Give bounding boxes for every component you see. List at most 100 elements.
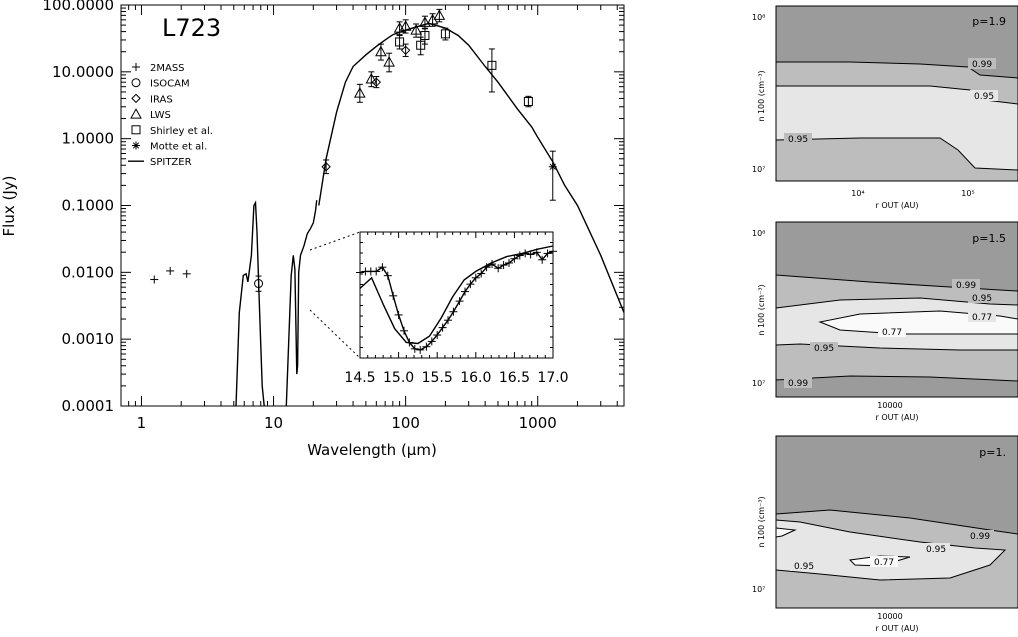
contour-label-bg (810, 342, 838, 353)
legend-label: Shirley et al. (150, 126, 213, 137)
y-tick-label: 0.0100 (62, 263, 115, 281)
marker-plus (471, 273, 480, 282)
marker-shape (487, 60, 497, 70)
legend-label: LWS (150, 110, 171, 121)
marker-shape (131, 78, 141, 88)
marker-square (395, 37, 405, 47)
inset-x-tick-label: 16.0 (460, 370, 491, 386)
x-tick-label: 10000 (877, 612, 902, 621)
x-tick-label: 1000 (519, 414, 557, 432)
contour-frame (775, 221, 1018, 398)
x-tick-label: 100 (391, 414, 420, 432)
inset-data-points (356, 247, 557, 354)
inset-axis-ticks (359, 231, 554, 359)
contour-label-bg (784, 133, 812, 144)
marker-shape (131, 93, 141, 104)
marker-shape (371, 77, 382, 87)
marker-plus (383, 271, 392, 280)
contour-label: 0.77 (882, 328, 902, 338)
contour-label: 0.77 (874, 558, 894, 568)
contour-label: 0.99 (956, 281, 976, 291)
sed-curve (235, 200, 265, 407)
inset-x-tick-label: 15.0 (383, 370, 414, 386)
marker-triangle (130, 108, 142, 119)
marker-plus (455, 297, 464, 306)
marker-plus (444, 316, 453, 325)
marker-triangle (383, 56, 395, 67)
sed-plot: 100.0000 10.0000 1.0000 0.1000 0.0100 0.0010 0… (0, 0, 625, 459)
marker-plus (400, 326, 409, 335)
marker-plus (504, 258, 513, 267)
contour-panel-p15: 0.99 0.95 0.77 0.77 0.95 0.99 p=1.5 10⁸ … (752, 221, 1018, 422)
contour-label-bg (968, 292, 996, 303)
legend-item: SPITZER (128, 157, 192, 168)
marker-triangle (353, 87, 366, 98)
contour-line-099-lower (775, 375, 1018, 382)
contour-label: 0.77 (972, 313, 992, 323)
inset-x-tick-label: 14.5 (344, 370, 375, 386)
contour-label-bg (878, 326, 906, 337)
y-tick-label: 0.1000 (62, 197, 115, 215)
contour-panel-p1: 0.99 0.95 0.77 0.95 p=1. 10⁷ 10000 r OUT… (752, 435, 1018, 633)
marker-shape (375, 45, 387, 57)
contour-region-095 (776, 520, 1005, 580)
marker-diamond (321, 162, 331, 172)
contour-line-099 (775, 509, 1018, 535)
y-tick-label: 0.0010 (62, 330, 115, 348)
marker-plus (460, 287, 469, 296)
y-tick-label: 1.0000 (62, 130, 115, 148)
marker-plus (356, 268, 364, 277)
inset-x-tick-labels: 14.5 15.0 15.5 16.0 16.5 17.0 (344, 370, 568, 386)
marker-plus (378, 263, 387, 272)
y-tick-label: 0.0001 (62, 397, 115, 415)
marker-shape (410, 24, 422, 35)
x-tick-label: 10000 (877, 401, 902, 410)
marker-square (440, 29, 450, 39)
main-x-axis-label: Wavelength (μm) (307, 441, 437, 459)
marker-plus (449, 307, 458, 316)
inset-x-tick-label: 16.5 (499, 370, 530, 386)
marker-triangle (375, 45, 387, 57)
legend-label: 2MASS (150, 63, 185, 74)
marker-plus (405, 338, 414, 347)
marker-plus (433, 331, 442, 340)
marker-plus (532, 248, 541, 257)
contour-line-095-lower (775, 137, 1018, 171)
marker-square (131, 125, 141, 135)
main-axis-ticks (120, 4, 624, 407)
marker-shape (433, 9, 446, 20)
marker-shape (399, 20, 412, 31)
marker-shape (321, 162, 331, 172)
inset-plot: 14.5 15.0 15.5 16.0 16.5 17.0 (309, 231, 569, 386)
marker-asterisk (132, 141, 140, 150)
contour-label-bg (966, 530, 994, 541)
x-axis-label: r OUT (AU) (876, 201, 919, 210)
contour-label-bg (790, 560, 818, 571)
x-tick-label: 10⁴ (851, 189, 864, 198)
marker-plus (477, 269, 486, 278)
marker-diamond (131, 93, 141, 104)
contour-label-bg (870, 556, 898, 567)
contour-frame (775, 5, 1018, 182)
marker-shape (353, 87, 366, 98)
marker-triangle (433, 9, 446, 20)
marker-plus (543, 249, 552, 258)
main-y-axis-label: Flux (Jy) (0, 176, 18, 237)
marker-plus (150, 275, 159, 284)
contour-line-095 (775, 297, 1018, 309)
contour-panel-p19: 0.99 0.95 0.95 p=1.9 10⁸ 10⁷ 10⁴ 10⁵ r O… (752, 5, 1018, 210)
marker-triangle (419, 16, 431, 27)
marker-shape (254, 279, 264, 289)
error-bar (421, 27, 428, 45)
main-data-points (150, 8, 557, 292)
inset-x-tick-label: 15.5 (422, 370, 453, 386)
error-bar (488, 48, 495, 93)
marker-plus (499, 261, 508, 270)
marker-diamond (400, 45, 411, 56)
marker-shape (416, 40, 426, 50)
y-axis-label: n 100 (cm⁻³) (757, 284, 766, 335)
contour-frame (775, 435, 1018, 609)
marker-square (523, 96, 533, 106)
inset-connector-top (309, 231, 361, 251)
